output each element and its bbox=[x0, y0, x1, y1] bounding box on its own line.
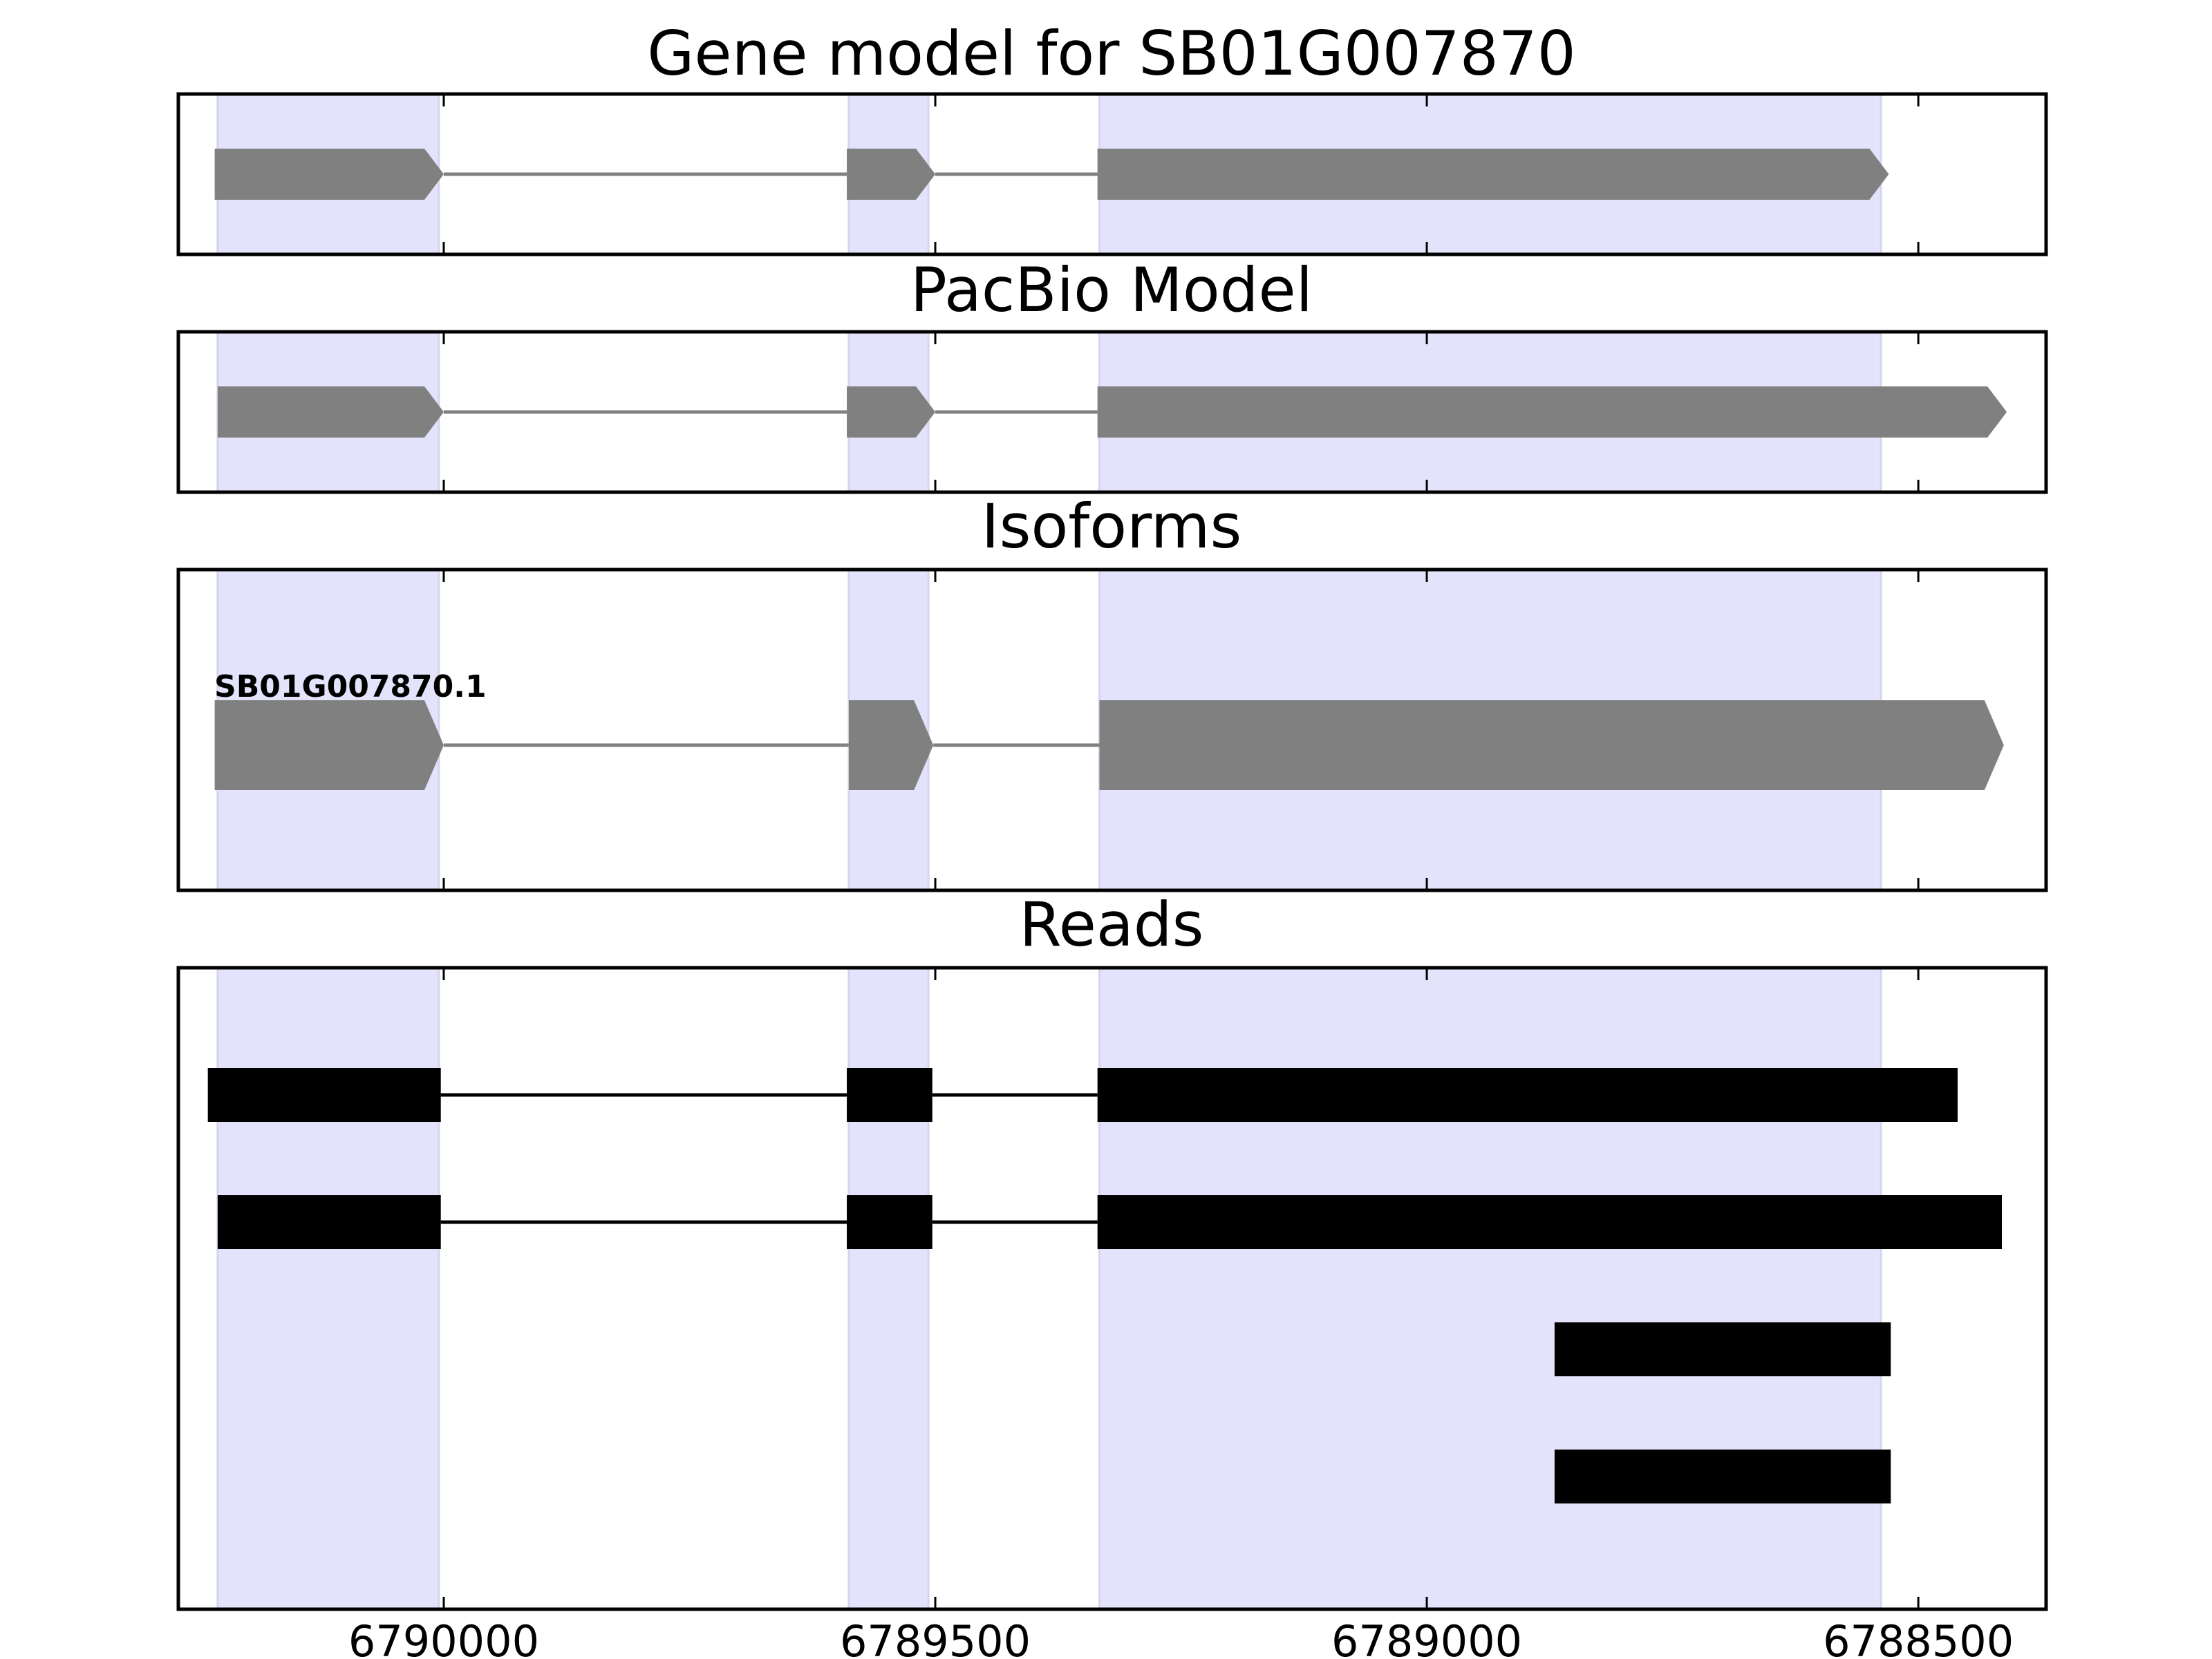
read-block bbox=[1097, 1068, 1958, 1122]
pacbio-model-panel bbox=[176, 330, 2048, 494]
exon-arrow bbox=[1097, 386, 2007, 438]
exon-highlight-band bbox=[1098, 966, 1882, 1611]
exon-arrow bbox=[1099, 700, 2004, 790]
x-tick-label: 6789000 bbox=[1331, 1616, 1522, 1659]
exon-arrow bbox=[1097, 149, 1889, 200]
x-tick-label: 6788500 bbox=[1823, 1616, 2014, 1659]
read-block bbox=[1554, 1450, 1891, 1503]
x-tick-label: 6789500 bbox=[840, 1616, 1031, 1659]
x-axis-ticks bbox=[442, 94, 1920, 1609]
isoform-label: SB01G007870.1 bbox=[214, 669, 487, 704]
reads-panel bbox=[176, 966, 2048, 1611]
read-block bbox=[847, 1195, 932, 1249]
pacbio-model-title: PacBio Model bbox=[910, 254, 1313, 326]
gene-model-title: Gene model for SB01G007870 bbox=[647, 18, 1576, 89]
exon-highlight-band bbox=[216, 966, 440, 1611]
exon-arrow bbox=[214, 149, 444, 200]
exon-arrow bbox=[214, 700, 444, 790]
read-block bbox=[207, 1068, 441, 1122]
exon-highlight-band bbox=[847, 966, 930, 1611]
read-block bbox=[847, 1068, 932, 1122]
features-layer bbox=[207, 149, 2007, 1503]
exon-arrow bbox=[217, 386, 444, 438]
reads-title: Reads bbox=[1020, 889, 1204, 960]
read-block bbox=[1097, 1195, 2003, 1249]
exon-arrow bbox=[848, 700, 934, 790]
x-tick-label: 6790000 bbox=[348, 1616, 539, 1659]
exon-arrow bbox=[847, 386, 936, 438]
exon-arrow bbox=[847, 149, 936, 200]
gene-model-panel bbox=[176, 92, 2048, 256]
isoforms-panel bbox=[176, 568, 2048, 892]
isoforms-title: Isoforms bbox=[982, 491, 1242, 562]
read-block bbox=[217, 1195, 441, 1249]
read-block bbox=[1554, 1322, 1891, 1376]
